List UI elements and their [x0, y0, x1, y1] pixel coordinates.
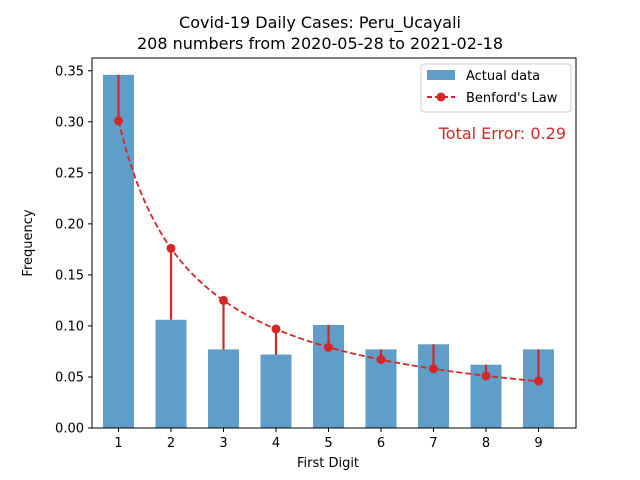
bar-digit-4: [260, 354, 292, 428]
bar-digit-1: [103, 74, 134, 429]
bar-digit-3: [208, 349, 239, 428]
benford-point-digit-4: [271, 324, 281, 334]
bar-series: [103, 74, 554, 429]
benford-point-digit-7: [429, 364, 438, 374]
benford-point-digit-9: [534, 376, 543, 386]
total-error-annotation: Total Error: 0.29: [438, 124, 566, 143]
y-tick-label: 0.05: [55, 370, 84, 385]
chart-title: Covid-19 Daily Cases: Peru_Ucayali: [179, 13, 461, 33]
x-axis-label: First Digit: [297, 456, 359, 471]
x-tick-label: 1: [114, 436, 122, 451]
y-tick-label: 0.15: [55, 268, 84, 283]
benford-point-digit-8: [481, 371, 491, 381]
legend-swatch-actual: [427, 70, 455, 80]
y-tick-label: 0.10: [55, 319, 84, 334]
y-tick-label: 0.00: [55, 422, 84, 437]
x-tick-label: 9: [534, 436, 542, 451]
benford-point-digit-6: [376, 355, 386, 365]
x-tick-label: 5: [324, 436, 332, 451]
x-tick-label: 4: [272, 436, 280, 451]
x-axis: 1 2 3 4 5 6 7 8 9: [114, 428, 543, 451]
plot-frame: [91, 57, 577, 429]
legend-label-actual: Actual data: [466, 69, 540, 84]
x-tick-label: 8: [482, 436, 490, 451]
y-tick-label: 0.20: [55, 217, 84, 232]
y-axis: 0.00 0.05 0.10 0.15 0.20 0.25 0.30 0.35: [55, 64, 92, 437]
x-tick-label: 2: [167, 436, 175, 451]
y-tick-label: 0.25: [55, 166, 84, 181]
y-tick-label: 0.35: [55, 64, 84, 79]
x-tick-label: 3: [219, 436, 227, 451]
x-tick-label: 6: [377, 436, 385, 451]
benford-point-digit-1: [114, 116, 123, 126]
chart-subtitle: 208 numbers from 2020-05-28 to 2021-02-1…: [137, 34, 503, 53]
y-axis-label: Frequency: [21, 209, 36, 276]
legend-label-benford: Benford's Law: [466, 91, 558, 106]
benford-point-digit-2: [166, 243, 176, 253]
benford-point-digit-5: [324, 342, 333, 352]
benford-point-digit-3: [219, 295, 228, 305]
y-tick-label: 0.30: [55, 115, 84, 130]
x-tick-label: 7: [429, 436, 437, 451]
legend-box: [420, 63, 572, 113]
legend: Actual data Benford's Law: [420, 63, 572, 113]
benford-series: [114, 116, 543, 386]
legend-marker-benford: [436, 92, 446, 102]
bar-digit-2: [155, 319, 187, 428]
